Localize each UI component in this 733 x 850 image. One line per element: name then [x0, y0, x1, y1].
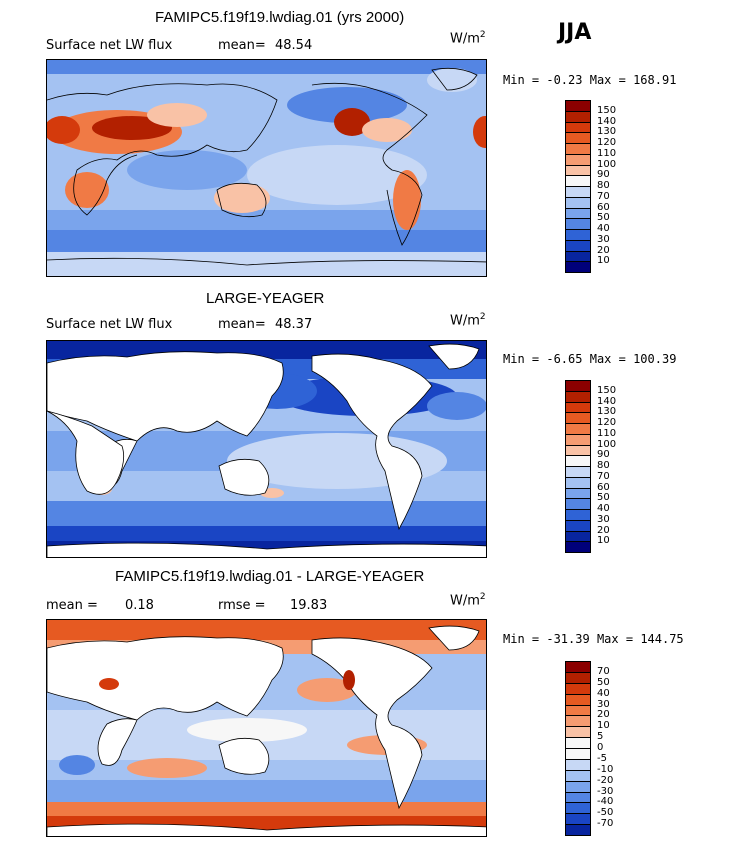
colorbar-tick-label: 10	[597, 720, 610, 732]
colorbar-tick-label: -50	[597, 807, 614, 819]
colorbar-swatch	[565, 261, 591, 273]
units-label: W/m2	[450, 30, 486, 47]
colorbar: 150 140 130 120 110 100 90 80 70 60 50 40 30 20 10	[565, 100, 616, 273]
colorbar-tick-label: 130	[597, 126, 617, 138]
units-label: W/m2	[450, 592, 486, 609]
colorbar-tick-label: 40	[597, 223, 610, 234]
variable-label: Surface net LW flux	[46, 317, 173, 332]
colorbar-tick-label: 30	[597, 513, 610, 525]
panel-title: LARGE-YEAGER	[206, 290, 325, 307]
colorbar-tick-label: 0	[597, 742, 604, 753]
colorbar-tick-label: -40	[597, 796, 614, 808]
rmse-value: 19.83	[290, 598, 328, 613]
season-label: JJA	[558, 20, 592, 45]
colorbar-tick-label: 50	[597, 492, 610, 504]
colorbar-tick-label: 20	[597, 709, 610, 721]
colorbar-tick-label: 30	[597, 233, 610, 245]
colorbar-tick-label: 60	[597, 201, 610, 213]
map-field	[47, 341, 486, 557]
colorbar-tick-label: 20	[597, 244, 610, 256]
min-max-readout: Min = -31.39 Max = 144.75	[503, 632, 684, 646]
panel-title: FAMIPC5.f19f19.lwdiag.01 (yrs 2000)	[155, 9, 405, 26]
colorbar-tick-label: 40	[597, 503, 610, 514]
colorbar-tick-label: 100	[597, 438, 617, 450]
map-plot	[46, 340, 487, 558]
colorbar-tick-label: 120	[597, 417, 617, 428]
colorbar-tick-label: -30	[597, 785, 614, 797]
colorbar-tick-label: 50	[597, 212, 610, 224]
mean-label: mean=	[218, 317, 266, 332]
colorbar-tick-label: 5	[597, 731, 604, 743]
colorbar-tick-label: 110	[597, 147, 617, 159]
colorbar-tick-label: 140	[597, 395, 617, 407]
colorbar-swatch	[565, 541, 591, 553]
colorbar-tick-label: -70	[597, 818, 614, 830]
colorbar-tick-label: -10	[597, 763, 614, 775]
colorbar: 150 140 130 120 110 100 90 80 70 60 50 40 30 20 10	[565, 380, 616, 553]
colorbar-tick-label: 70	[597, 665, 610, 677]
colorbar-tick-label: 150	[597, 384, 617, 396]
colorbar-tick-label: 50	[597, 676, 610, 688]
colorbar-swatch	[565, 824, 591, 836]
colorbar: 70 50 40 30 20 10 5 0 -5 -10 -20 -30 -40 -50 -70	[565, 661, 613, 836]
colorbar-tick-label: 80	[597, 460, 610, 471]
colorbar-tick-label: 100	[597, 158, 617, 170]
colorbar-tick-label: 120	[597, 137, 617, 148]
mean-value: 48.37	[275, 317, 313, 332]
colorbar-tick-label: 130	[597, 406, 617, 418]
mean-value: 48.54	[275, 38, 313, 53]
colorbar-tick-label: 140	[597, 115, 617, 127]
colorbar-tick-label: 70	[597, 470, 610, 482]
colorbar-tick-label: 150	[597, 104, 617, 116]
panel-title: FAMIPC5.f19f19.lwdiag.01 - LARGE-YEAGER	[115, 568, 425, 585]
mean-label: mean=	[218, 38, 266, 53]
colorbar-tick-label: 10	[597, 535, 610, 547]
colorbar-tick-label: 70	[597, 190, 610, 202]
colorbar-tick-label: -5	[597, 752, 607, 764]
map-plot	[46, 619, 487, 837]
colorbar-tick-label: -20	[597, 774, 614, 786]
colorbar-tick-label: 60	[597, 481, 610, 493]
colorbar-tick-label: 40	[597, 687, 610, 699]
mean-value: 0.18	[125, 598, 154, 613]
colorbar-tick-label: 90	[597, 169, 610, 181]
colorbar-tick-label: 110	[597, 427, 617, 439]
variable-label: Surface net LW flux	[46, 38, 173, 53]
map-plot	[46, 59, 487, 277]
mean-label: mean =	[46, 598, 98, 613]
colorbar-tick-label: 80	[597, 180, 610, 191]
colorbar-tick-label: 30	[597, 698, 610, 710]
units-label: W/m2	[450, 312, 486, 329]
map-field	[47, 620, 486, 836]
colorbar-tick-label: 10	[597, 255, 610, 267]
map-field	[47, 60, 486, 276]
colorbar-tick-label: 20	[597, 524, 610, 536]
colorbar-tick-label: 90	[597, 449, 610, 461]
min-max-readout: Min = -6.65 Max = 100.39	[503, 352, 677, 366]
min-max-readout: Min = -0.23 Max = 168.91	[503, 73, 677, 87]
rmse-label: rmse =	[218, 598, 266, 613]
